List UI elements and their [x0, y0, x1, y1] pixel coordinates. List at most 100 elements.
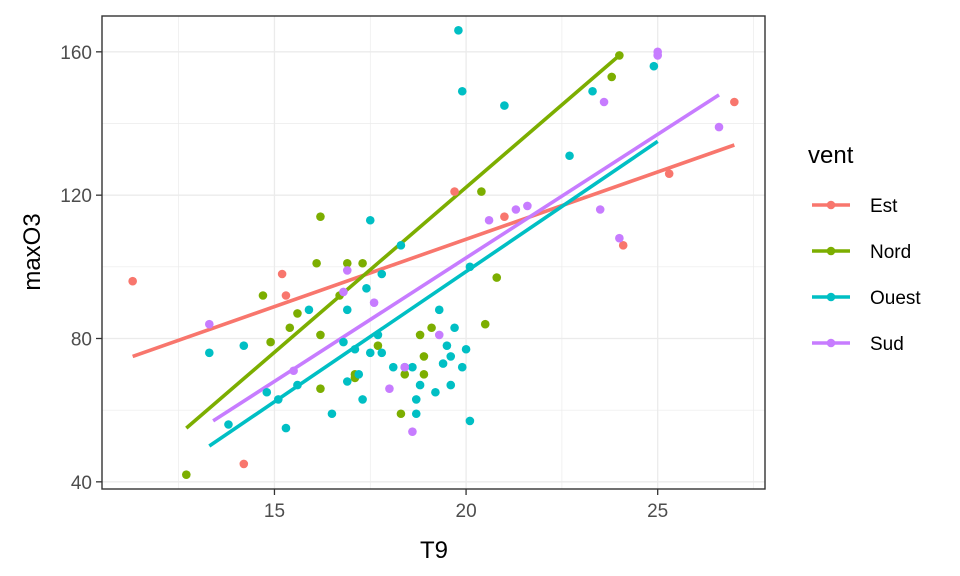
data-point-ouest — [457, 86, 467, 96]
legend-key-point-ouest — [826, 292, 836, 302]
data-point-ouest — [273, 395, 283, 404]
data-point-ouest — [362, 284, 371, 293]
data-point-ouest — [293, 380, 302, 390]
data-point-ouest — [415, 380, 425, 390]
fit-line-ouest — [208, 139, 659, 448]
data-point-nord — [316, 212, 325, 221]
data-point-nord — [182, 470, 191, 479]
data-point-ouest — [373, 330, 383, 340]
data-point-ouest — [342, 305, 352, 315]
data-point-ouest — [450, 323, 459, 333]
data-point-ouest — [649, 61, 659, 71]
data-point-nord — [419, 370, 429, 379]
data-point-sud — [400, 362, 410, 372]
data-point-nord — [312, 258, 321, 268]
data-point-sud — [595, 205, 605, 214]
data-point-ouest — [431, 387, 440, 397]
data-point-sud — [523, 201, 532, 211]
fit-lines — [132, 54, 735, 448]
legend-label-ouest: Ouest — [870, 288, 921, 309]
data-point-nord — [607, 72, 617, 82]
data-point-sud — [205, 319, 214, 329]
data-point-ouest — [350, 344, 360, 354]
data-point-ouest — [446, 352, 456, 361]
data-point-ouest — [446, 380, 456, 390]
data-point-ouest — [365, 348, 375, 358]
x-tick-label: 25 — [647, 501, 668, 522]
data-point-nord — [358, 258, 367, 268]
y-tick-label: 40 — [71, 473, 92, 494]
data-point-est — [281, 291, 291, 300]
data-point-ouest — [565, 151, 574, 161]
data-point-ouest — [377, 269, 387, 279]
x-tick-label: 20 — [456, 501, 477, 522]
legend-key-point-est — [826, 200, 836, 210]
grid — [102, 16, 765, 489]
data-point-ouest — [262, 387, 272, 397]
data-point-ouest — [239, 341, 249, 350]
data-point-sud — [434, 330, 444, 340]
data-point-sud — [599, 97, 609, 107]
data-point-sud — [369, 298, 379, 307]
data-point-est — [500, 212, 509, 221]
data-point-ouest — [342, 377, 352, 386]
data-point-ouest — [411, 409, 421, 419]
data-point-nord — [615, 51, 624, 60]
y-axis-ticks: 40 80 120 160 — [60, 43, 102, 494]
data-point-ouest — [339, 337, 348, 347]
data-points — [128, 26, 739, 479]
data-point-ouest — [304, 305, 314, 315]
data-point-est — [618, 241, 628, 250]
x-axis-ticks: 15 20 25 — [264, 489, 668, 522]
y-tick-label: 160 — [60, 43, 92, 64]
data-point-sud — [653, 47, 662, 57]
fit-line-sud — [212, 93, 720, 423]
legend-key-point-nord — [826, 246, 836, 256]
data-point-est — [450, 187, 459, 196]
data-point-ouest — [224, 420, 233, 429]
data-point-ouest — [588, 86, 597, 96]
legend-title: vent — [808, 142, 854, 169]
data-point-nord — [373, 341, 383, 350]
data-point-ouest — [377, 348, 387, 358]
data-point-nord — [293, 309, 302, 318]
legend-label-sud: Sud — [870, 334, 904, 355]
data-point-ouest — [408, 362, 417, 372]
data-point-ouest — [465, 416, 475, 426]
data-point-ouest — [281, 423, 291, 433]
data-point-sud — [339, 287, 348, 297]
legend-key-point-sud — [826, 338, 836, 348]
data-point-ouest — [434, 305, 444, 315]
legend: vent Est Nord Ouest Sud — [808, 142, 921, 355]
data-point-est — [730, 97, 739, 107]
legend-label-nord: Nord — [870, 242, 911, 263]
y-axis-title: maxO3 — [19, 213, 46, 290]
data-point-ouest — [442, 341, 452, 350]
data-point-ouest — [365, 215, 375, 225]
data-point-sud — [385, 384, 394, 393]
data-point-ouest — [354, 370, 364, 379]
data-point-ouest — [457, 362, 467, 372]
data-point-nord — [415, 330, 425, 340]
data-point-est — [128, 276, 137, 286]
data-point-sud — [342, 266, 352, 275]
data-point-nord — [492, 273, 502, 282]
data-point-ouest — [465, 262, 475, 272]
y-tick-label: 120 — [60, 186, 92, 207]
data-point-nord — [342, 258, 352, 268]
data-point-sud — [408, 427, 417, 436]
data-point-ouest — [388, 362, 398, 372]
data-point-sud — [484, 215, 494, 225]
data-point-sud — [615, 233, 624, 243]
data-point-nord — [285, 323, 295, 333]
data-point-sud — [511, 205, 521, 214]
data-point-nord — [316, 384, 325, 393]
data-point-ouest — [205, 348, 214, 358]
data-point-sud — [714, 122, 724, 132]
data-point-ouest — [358, 395, 367, 404]
data-point-est — [239, 459, 249, 469]
data-point-nord — [480, 319, 490, 329]
panel-border — [101, 15, 766, 490]
data-point-nord — [396, 409, 406, 419]
